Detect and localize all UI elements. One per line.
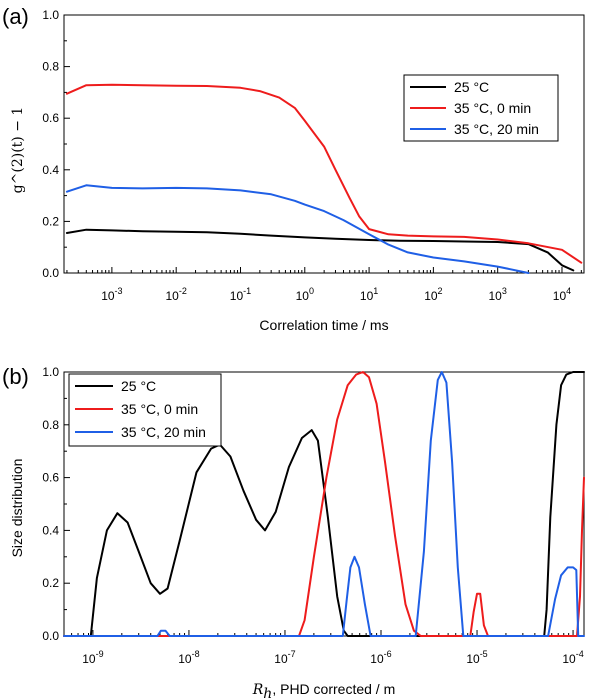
legend-label-b-2: 35 °C, 20 min: [121, 424, 206, 440]
y-axis-ticks-b: 0.0 0.2 0.4 0.6 0.8 1.0: [42, 365, 70, 643]
x-tick-label-b-3: 10-6: [370, 649, 391, 666]
x-tick-label-a-1: 10-2: [165, 286, 186, 303]
x-axis-ticks-a: 10-3 10-2 10-1 100 101 102 103 104: [66, 267, 582, 303]
legend-b: 25 °C 35 °C, 0 min 35 °C, 20 min: [68, 373, 222, 447]
series-line-a-1: [65, 83, 583, 264]
panel-a: (a) 0.00.20.40.60.81.0 10-3 10-2 10-1 100 10…: [2, 4, 585, 333]
legend-label-b-1: 35 °C, 0 min: [121, 401, 198, 417]
plot-a-frame: [63, 14, 585, 274]
legend-a: 25 °C 35 °C, 0 min 35 °C, 20 min: [403, 74, 559, 142]
x-axis-title-b: Rh, PHD corrected / m: [252, 681, 396, 700]
y-tick-label-b-1: 0.2: [42, 576, 59, 590]
y-tick-label-a-0: 0.0: [42, 266, 59, 280]
x-tick-label-a-2: 10-1: [230, 286, 251, 303]
x-tick-label-b-1: 10-8: [178, 649, 199, 666]
series-line-b-2: [63, 371, 585, 637]
y-tick-label-a-1: 0.2: [42, 214, 59, 228]
y-tick-label-a-2: 0.4: [42, 163, 59, 177]
x-tick-label-b-2: 10-7: [274, 649, 295, 666]
panel-b-label: (b): [2, 364, 29, 389]
legend-label-a-0: 25 °C: [454, 79, 489, 95]
y-tick-label-a-3: 0.6: [42, 111, 59, 125]
x-tick-label-a-5: 102: [424, 286, 442, 303]
series-line-b-1: [63, 371, 585, 637]
y-tick-label-b-5: 1.0: [42, 365, 59, 379]
y-tick-label-b-3: 0.6: [42, 471, 59, 485]
y-axis-title-b: Size distribution: [9, 459, 25, 558]
series-group-a: [65, 83, 583, 274]
y-tick-label-b-2: 0.4: [42, 523, 59, 537]
x-tick-label-a-6: 103: [488, 286, 506, 303]
y-axis-title-a: g^(2)(t) − 1: [10, 107, 26, 194]
x-tick-label-a-4: 101: [360, 286, 378, 303]
panel-b: (b) 0.0 0.2 0.4 0.6 0.8 1.0 10-9 10-8 10-7 10-6 1…: [2, 364, 585, 700]
panel-a-label: (a): [2, 4, 29, 29]
x-tick-label-a-3: 100: [296, 286, 314, 303]
y-tick-label-b-4: 0.8: [42, 418, 59, 432]
x-tick-label-b-0: 10-9: [82, 649, 103, 666]
x-axis-title-a: Correlation time / ms: [259, 317, 388, 333]
series-line-a-2: [65, 184, 530, 274]
y-tick-label-b-0: 0.0: [42, 629, 59, 643]
x-tick-label-a-7: 104: [553, 286, 571, 303]
series-line-a-0: [65, 228, 575, 272]
series-line-b-0: [63, 371, 585, 637]
x-tick-label-b-4: 10-5: [466, 649, 487, 666]
y-tick-label-a-5: 1.0: [42, 8, 59, 22]
legend-label-a-1: 35 °C, 0 min: [454, 100, 531, 116]
x-tick-label-a-0: 10-3: [101, 286, 122, 303]
legend-label-b-0: 25 °C: [121, 378, 156, 394]
x-tick-label-b-5: 10-4: [562, 649, 583, 666]
series-group-b: [63, 371, 585, 637]
y-tick-label-a-4: 0.8: [42, 60, 59, 74]
legend-label-a-2: 35 °C, 20 min: [454, 121, 539, 137]
y-axis-ticks-a: 0.0 0.2 0.4 0.6 0.8 1.0: [42, 8, 70, 280]
